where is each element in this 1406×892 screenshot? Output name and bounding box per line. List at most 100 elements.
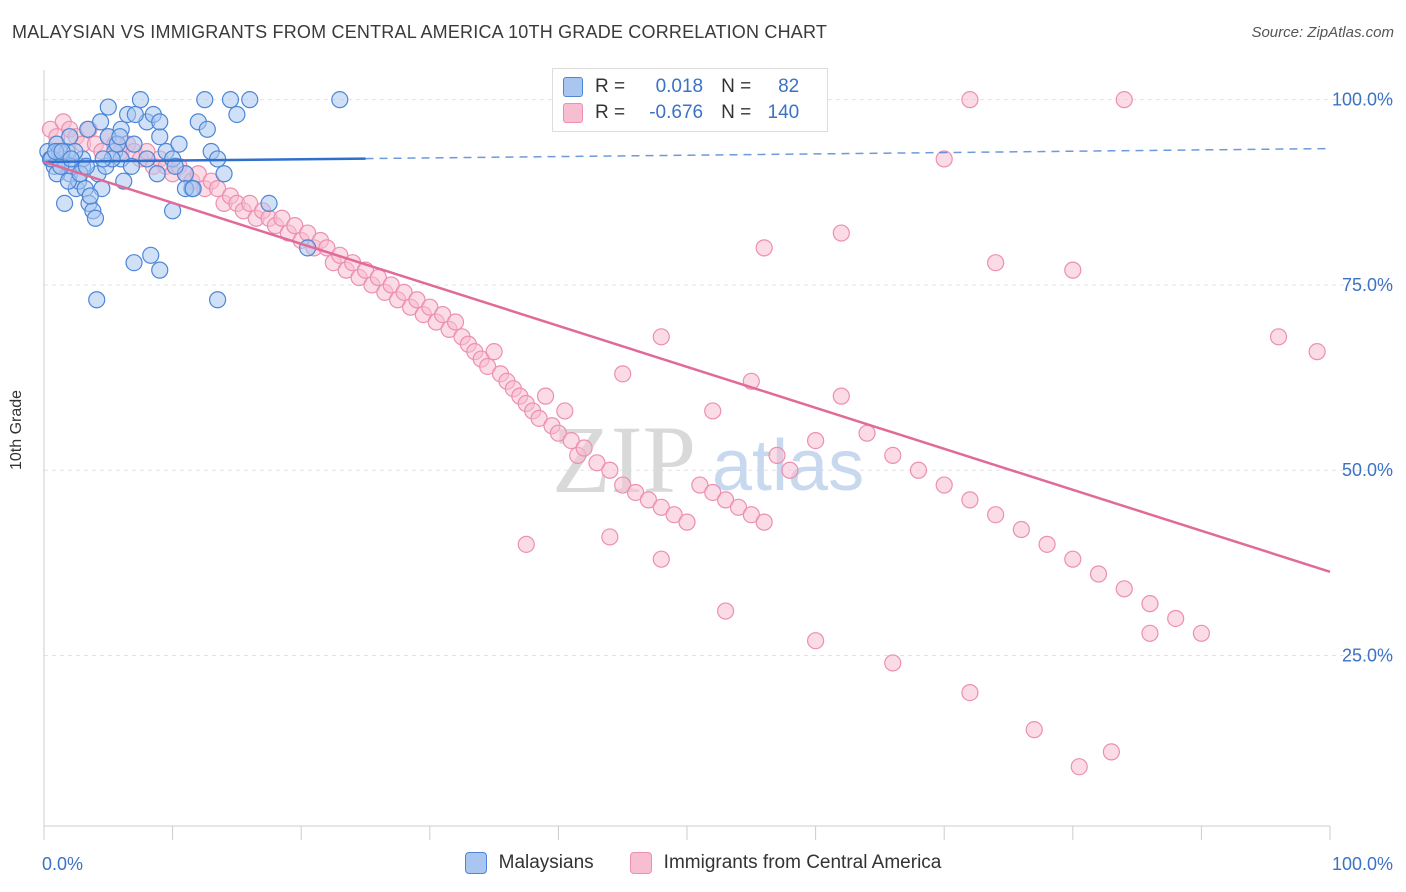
blue-points-series bbox=[39, 91, 349, 309]
pink-point bbox=[1102, 743, 1120, 761]
y-tick-label: 50.0% bbox=[1342, 460, 1393, 480]
blue-point bbox=[79, 120, 97, 138]
pink-point bbox=[652, 328, 670, 346]
blue-point bbox=[61, 128, 79, 146]
tick-labels: 100.0% 75.0% 50.0% 25.0% 0.0% 100.0% bbox=[42, 90, 1393, 874]
blue-point bbox=[170, 135, 188, 153]
blue-point bbox=[198, 120, 216, 138]
blue-point bbox=[91, 113, 110, 131]
y-tick-label: 75.0% bbox=[1342, 275, 1393, 295]
pink-point bbox=[479, 357, 497, 376]
stats-legend: R = 0.018 N = 82 R = -0.676 N = 140 bbox=[552, 68, 828, 132]
blue-point bbox=[94, 150, 112, 168]
pink-point bbox=[729, 498, 748, 516]
pink-point bbox=[588, 454, 606, 472]
legend-r-value: 0.018 bbox=[655, 76, 704, 97]
legend-item-malaysians[interactable]: Malaysians bbox=[464, 852, 594, 874]
pink-point bbox=[832, 224, 850, 242]
legend-row-malaysians: R = 0.018 N = 82 bbox=[563, 75, 799, 99]
blue-point bbox=[125, 135, 143, 153]
pink-point bbox=[987, 254, 1005, 272]
trend-lines bbox=[43, 147, 1331, 573]
pink-point bbox=[652, 498, 670, 516]
pink-point bbox=[768, 446, 786, 465]
pink-point bbox=[530, 409, 548, 427]
pink-point bbox=[273, 209, 291, 227]
pink-point bbox=[395, 283, 413, 301]
pink-point bbox=[1064, 550, 1082, 568]
pink-point bbox=[536, 387, 555, 405]
blue-point bbox=[209, 291, 227, 309]
pink-point bbox=[562, 431, 580, 450]
blue-point bbox=[125, 254, 143, 272]
pink-point bbox=[626, 483, 645, 502]
pink-point bbox=[755, 513, 773, 531]
pink-point bbox=[1167, 609, 1185, 628]
pink-point bbox=[556, 402, 574, 420]
blue-point bbox=[148, 165, 166, 183]
pink-points-series bbox=[41, 91, 1326, 776]
x-tick-label: 0.0% bbox=[42, 854, 83, 874]
series-legend: Malaysians Immigrants from Central Ameri… bbox=[0, 852, 1406, 874]
pink-point bbox=[781, 461, 799, 479]
legend-n-value: 140 bbox=[767, 102, 800, 123]
pink-point bbox=[987, 506, 1005, 524]
pink-point bbox=[716, 491, 735, 509]
legend-r-label: R = bbox=[595, 102, 626, 123]
blue-point bbox=[184, 179, 202, 198]
pink-point bbox=[704, 402, 722, 420]
pink-point bbox=[1089, 565, 1108, 583]
legend-label-malaysians: Malaysians bbox=[498, 852, 594, 873]
pink-point bbox=[935, 150, 953, 168]
blue-point bbox=[151, 128, 169, 146]
pink-point bbox=[614, 365, 632, 383]
blue-point bbox=[221, 91, 240, 109]
pink-point bbox=[1025, 721, 1043, 739]
blue-point bbox=[138, 150, 156, 168]
pink-point bbox=[434, 305, 452, 324]
blue-trend-line bbox=[43, 157, 366, 164]
pink-point bbox=[691, 476, 709, 494]
x-tick-label: 100.0% bbox=[1332, 854, 1393, 874]
pink-point bbox=[1308, 343, 1326, 361]
legend-row-central-america: R = -0.676 N = 140 bbox=[563, 101, 799, 125]
pink-point bbox=[1269, 328, 1288, 346]
blue-point bbox=[62, 150, 80, 168]
blue-point bbox=[55, 194, 74, 213]
pink-point bbox=[652, 550, 670, 568]
pink-point bbox=[935, 476, 953, 494]
pink-point bbox=[1141, 595, 1159, 613]
pink-point bbox=[665, 506, 683, 524]
legend-swatch-blue bbox=[464, 852, 487, 874]
pink-point bbox=[755, 239, 773, 257]
blue-point bbox=[151, 113, 169, 131]
legend-swatch-blue bbox=[563, 77, 583, 97]
blue-point bbox=[196, 91, 214, 109]
blue-point bbox=[151, 261, 169, 279]
pink-point bbox=[832, 387, 850, 405]
pink-point bbox=[704, 483, 722, 502]
pink-point bbox=[421, 298, 439, 316]
blue-point bbox=[331, 91, 349, 109]
blue-point bbox=[111, 128, 129, 146]
blue-trend-line-extension bbox=[365, 147, 1331, 160]
pink-point bbox=[517, 535, 535, 553]
blue-point bbox=[122, 157, 141, 175]
axes bbox=[43, 70, 1331, 840]
pink-point bbox=[1064, 261, 1082, 279]
pink-point bbox=[961, 91, 979, 109]
pink-point bbox=[639, 491, 658, 509]
y-tick-label: 100.0% bbox=[1332, 90, 1393, 110]
pink-point bbox=[1115, 580, 1133, 598]
legend-n-value: 82 bbox=[778, 76, 800, 97]
pink-point bbox=[1115, 91, 1133, 109]
legend-item-central-america[interactable]: Immigrants from Central America bbox=[629, 852, 941, 874]
pink-point bbox=[961, 683, 979, 702]
pink-point bbox=[1192, 624, 1211, 642]
pink-trend-line bbox=[43, 160, 1331, 573]
pink-point bbox=[909, 461, 928, 479]
legend-n-label: N = bbox=[721, 102, 752, 123]
blue-point bbox=[228, 105, 246, 124]
blue-point bbox=[142, 246, 160, 264]
